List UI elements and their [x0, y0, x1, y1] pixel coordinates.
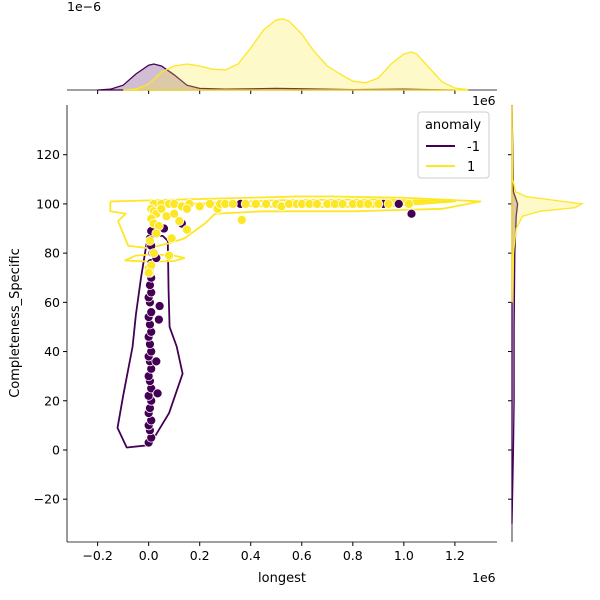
y-tick-label: 100 — [36, 196, 60, 211]
data-point-1 — [373, 199, 384, 209]
x-tick-label: 0.4 — [241, 548, 261, 563]
data-point-1 — [174, 216, 185, 227]
data-point-1 — [145, 235, 155, 246]
data-point-1 — [182, 224, 192, 235]
data-point--1 — [393, 199, 404, 209]
kde-contour-1 — [109, 195, 482, 250]
data-point-1 — [261, 199, 271, 209]
y-axis-label: Completeness_Specific — [8, 248, 23, 398]
legend-title: anomaly — [425, 118, 481, 133]
data-point-1 — [383, 199, 394, 209]
y-tick-label: 60 — [44, 295, 60, 310]
top-marginal-kde — [67, 18, 497, 94]
data-point--1 — [146, 307, 157, 318]
y-tick-label: 120 — [36, 147, 60, 162]
x-tick-label: 1.2 — [445, 548, 465, 563]
marginal-x-kde--1 — [97, 63, 455, 91]
data-point-1 — [169, 208, 180, 219]
data-point-1 — [148, 248, 159, 259]
data-point--1 — [151, 356, 162, 367]
data-point-1 — [151, 228, 162, 239]
data-point-1 — [236, 215, 247, 225]
y-tick-label: 40 — [44, 344, 60, 359]
marginal-y-kde-1 — [511, 105, 585, 303]
x-tick-label: 0.2 — [190, 548, 210, 563]
legend-label-1: 1 — [467, 160, 475, 175]
data-point-1 — [228, 199, 238, 209]
data-point-1 — [363, 199, 374, 209]
data-point-1 — [143, 267, 154, 278]
legend-label-neg1: -1 — [467, 140, 480, 155]
y-tick-label: 20 — [44, 393, 60, 408]
main-axes: −0.2 0.0 0.2 0.4 0.6 0.8 1.0 1.2 −20 0 20 40 60 80 100… — [34, 105, 497, 563]
y-tick-label: 0 — [52, 442, 60, 457]
data-point--1 — [153, 314, 164, 325]
data-point-1 — [164, 250, 174, 261]
data-point-1 — [337, 199, 348, 209]
data-point-1 — [312, 199, 322, 209]
x-tick-label: −0.2 — [82, 548, 112, 563]
data-point--1 — [154, 301, 165, 311]
kde-contour-1 — [124, 253, 186, 263]
right-marginal-kde — [508, 105, 585, 542]
data-point-1 — [205, 199, 215, 209]
kde-contour--1 — [116, 235, 184, 449]
data-point--1 — [406, 208, 417, 219]
x-axis-label: longest — [258, 571, 306, 586]
x-offset-text: 1e6 — [472, 570, 496, 585]
y-tick-label: −20 — [34, 492, 60, 507]
top-marginal-x-offset-text: 1e6 — [472, 93, 496, 108]
x-tick-label: 1.0 — [394, 548, 414, 563]
x-tick-label: 0.8 — [343, 548, 363, 563]
data-point-1 — [250, 199, 261, 209]
top-marginal-offset-text: 1e−6 — [67, 0, 101, 14]
marginal-x-kde-1 — [123, 18, 469, 91]
legend: anomaly -1 1 — [417, 111, 490, 179]
x-tick-label: 0.6 — [292, 548, 312, 563]
data-point--1 — [152, 388, 163, 399]
data-point-1 — [156, 203, 167, 214]
x-tick-label: 0.0 — [139, 548, 159, 563]
data-point-1 — [404, 199, 414, 209]
data-point-1 — [182, 203, 192, 214]
y-tick-label: 80 — [44, 246, 60, 261]
data-point-1 — [240, 199, 251, 209]
data-point-1 — [194, 201, 205, 212]
data-point-1 — [166, 233, 177, 244]
